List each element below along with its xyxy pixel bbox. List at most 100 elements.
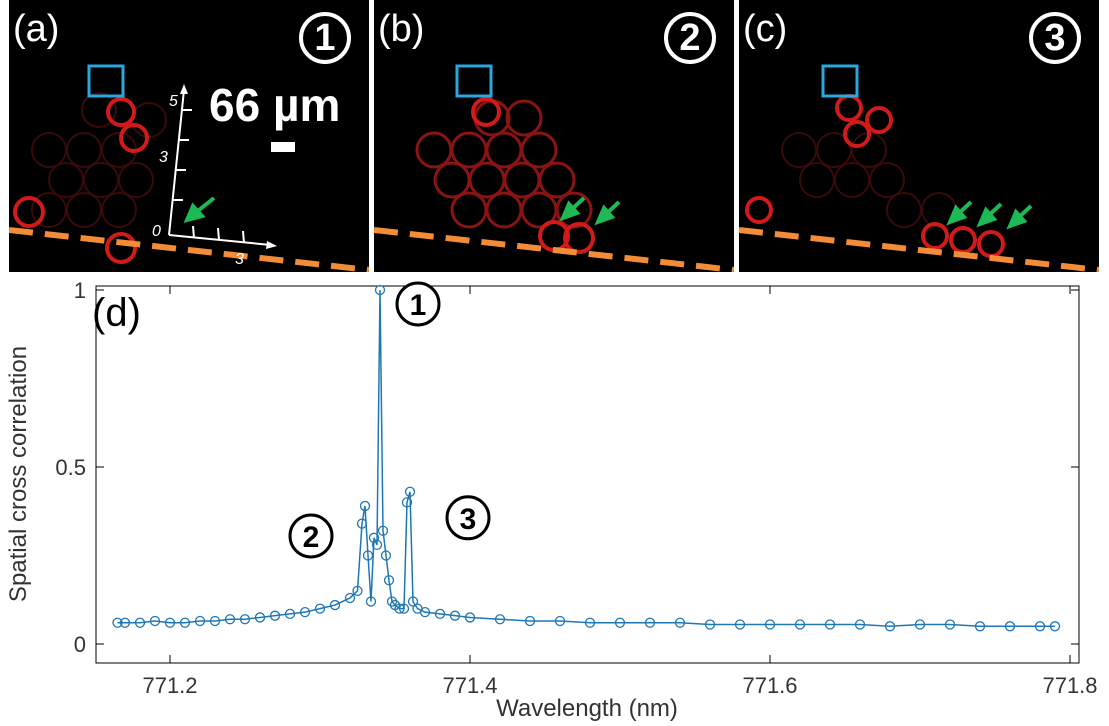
x-tick-label-1: 771.4 (442, 673, 497, 698)
data-point (914, 619, 926, 630)
data-point (644, 617, 656, 628)
image-panel-c: (c) 3 (739, 0, 1099, 272)
green-arrows (559, 196, 621, 226)
data-point (371, 539, 383, 551)
annotation-badge-3 (445, 495, 491, 541)
y-tick-label-1: 0.5 (55, 455, 86, 480)
data-point (284, 608, 296, 620)
data-point (314, 603, 326, 614)
data-point (269, 610, 281, 621)
data-point (974, 621, 986, 632)
y-tick-label-2: 1 (74, 278, 86, 303)
data-point (854, 619, 866, 630)
data-point (1004, 621, 1016, 632)
data-point (329, 599, 341, 611)
inset-tick-3: 3 (159, 149, 168, 166)
microscope-image-c (739, 64, 1099, 272)
blue-marker-box (455, 64, 493, 98)
data-point (344, 592, 356, 604)
green-arrow (183, 196, 216, 223)
x-axis: 771.2 771.4 771.6 771.8 (142, 286, 1098, 698)
data-point (368, 532, 380, 543)
data-point (119, 617, 131, 628)
data-point (383, 575, 395, 586)
data-point (434, 608, 446, 620)
panel-label-a: (a) (13, 8, 60, 50)
data-point (239, 614, 251, 625)
data-point (386, 596, 398, 607)
data-point (365, 596, 377, 607)
data-point (380, 550, 392, 561)
scale-bar (271, 142, 295, 152)
data-point (494, 614, 506, 625)
data-point (449, 610, 461, 621)
data-point (419, 606, 431, 618)
data-point (554, 615, 566, 627)
data-point (764, 619, 776, 630)
data-point (179, 617, 191, 628)
image-panel-a: 5 3 0 3 (a) 1 66 µm (9, 0, 369, 272)
x-tick-label-0: 771.2 (142, 673, 197, 698)
annotations: 1 2 3 (288, 281, 491, 559)
correlation-chart: 771.2 771.4 771.6 771.8 00.51 1 2 3 (d) Wavel… (5, 278, 1098, 722)
data-point (1034, 621, 1046, 632)
data-point (362, 550, 374, 561)
blue-marker-box (87, 64, 125, 98)
data-series (112, 284, 1061, 632)
data-point (614, 617, 626, 628)
data-point (356, 518, 368, 529)
panel-badge-c: 3 (1029, 12, 1081, 64)
data-point (224, 614, 236, 625)
data-point (352, 585, 363, 597)
panel-badge-a: 1 (299, 12, 351, 64)
data-point (464, 612, 476, 623)
data-point (398, 603, 410, 614)
data-point (734, 619, 746, 630)
x-tick-label-2: 771.6 (742, 673, 797, 698)
dashed-boundary-line (9, 227, 369, 272)
blue-marker-box (821, 64, 859, 98)
data-point (704, 619, 716, 630)
data-point (524, 615, 536, 627)
data-point (149, 615, 161, 627)
data-point (794, 619, 806, 630)
inset-horizontal-axis (168, 234, 272, 246)
panel-label-d: (d) (92, 291, 141, 335)
data-point (884, 621, 896, 632)
microscope-image-b (374, 64, 734, 272)
inset-tick-5: 5 (169, 93, 178, 110)
data-point (404, 486, 416, 497)
data-point (374, 284, 386, 296)
plot-frame (95, 285, 1080, 664)
data-point (584, 617, 596, 628)
data-point (944, 619, 956, 630)
annotation-label-3: 3 (460, 503, 477, 536)
x-tick-label-3: 771.8 (1042, 673, 1097, 698)
image-panel-b: (b) 2 (374, 0, 734, 272)
scale-bar-label: 66 µm (209, 79, 341, 131)
annotation-label-2: 2 (303, 521, 320, 554)
data-point (824, 619, 836, 630)
data-point (394, 603, 405, 614)
data-point (134, 617, 146, 628)
data-point (377, 525, 389, 536)
data-point (164, 617, 176, 628)
data-point (359, 500, 371, 512)
inset-vertical-axis (168, 89, 185, 236)
data-point (407, 596, 419, 607)
data-point (112, 617, 123, 628)
data-point (401, 497, 413, 508)
panel-label-b: (b) (378, 8, 425, 50)
data-point (209, 615, 221, 627)
panel-badge-b: 2 (664, 12, 716, 64)
annotation-badge-2 (288, 513, 334, 559)
data-point (1049, 621, 1061, 632)
inset-tick-h3: 3 (235, 251, 244, 268)
x-axis-label: Wavelength (nm) (496, 695, 678, 722)
y-axis: 00.51 (55, 278, 1079, 657)
inset-tick-0: 0 (152, 223, 161, 240)
annotation-label-1: 1 (410, 289, 427, 322)
microscope-image-a: 5 3 0 3 (9, 64, 369, 272)
green-arrows (946, 200, 1033, 230)
data-point (254, 612, 266, 623)
